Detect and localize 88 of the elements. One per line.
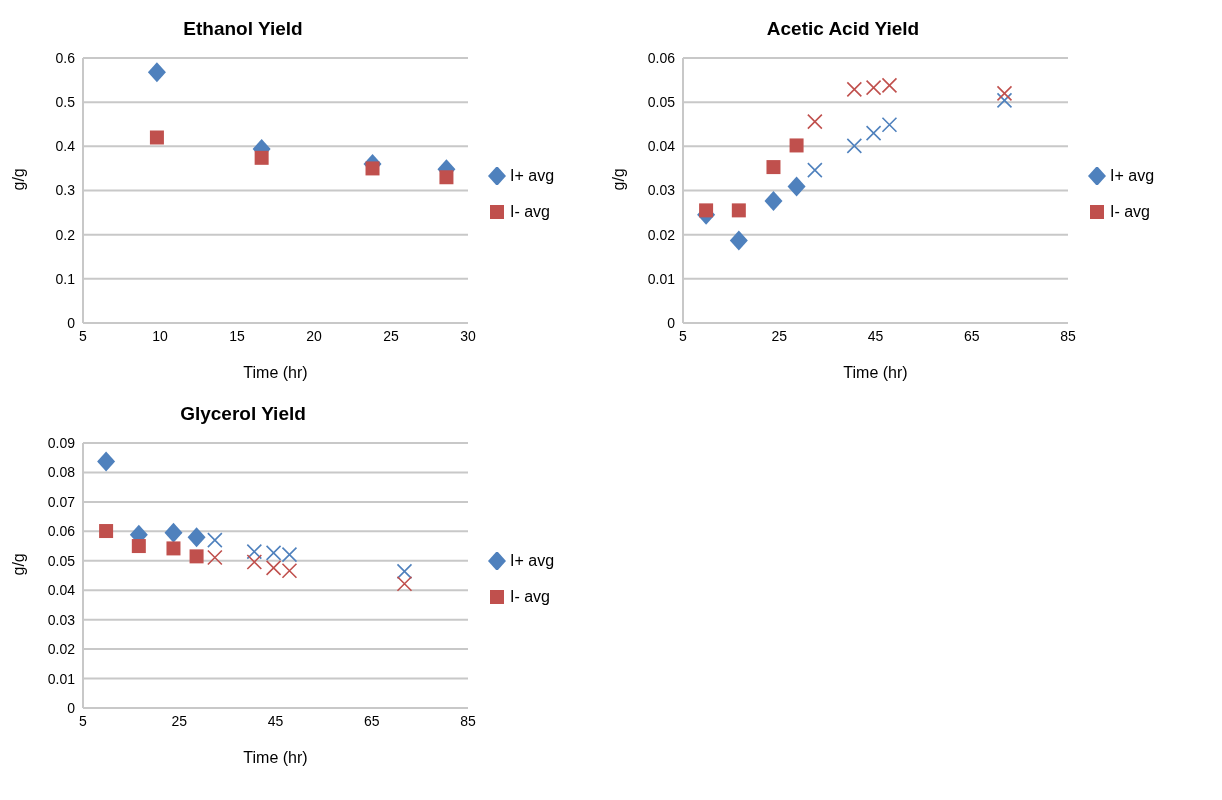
point [439, 170, 454, 185]
x-tick-label: 10 [152, 327, 168, 344]
y-tick-label: 0.02 [647, 226, 676, 243]
point [147, 62, 166, 83]
x-tick-label: 25 [771, 327, 788, 344]
legend-label: I- avg [510, 588, 551, 606]
point [807, 162, 823, 178]
y-tick-label: 0.5 [55, 94, 76, 111]
y-tick-label: 0.4 [55, 138, 76, 155]
x-tick-label: 5 [79, 327, 88, 344]
y-tick-label: 0.3 [55, 182, 76, 199]
x-tick-label: 20 [306, 327, 322, 344]
point [246, 543, 263, 560]
point [787, 176, 806, 197]
point [729, 230, 748, 251]
y-tick-label: 0.06 [647, 49, 676, 66]
y-tick-label: 0 [67, 699, 76, 716]
y-axis-title: g/g [609, 168, 627, 191]
point [846, 138, 863, 154]
y-tick-label: 0.08 [47, 464, 76, 481]
point [189, 549, 204, 564]
x-axis-title: Time (hr) [843, 364, 908, 381]
x-tick-label: 25 [171, 712, 188, 729]
point [699, 203, 714, 218]
x-tick-label: 30 [460, 327, 476, 344]
legend-label: I+ avg [1110, 167, 1155, 185]
y-tick-label: 0.04 [647, 138, 676, 155]
chart-title: Acetic Acid Yield [765, 18, 921, 40]
point [396, 575, 413, 592]
point [766, 160, 781, 175]
y-tick-label: 0.2 [55, 226, 76, 243]
x-axis-title: Time (hr) [243, 749, 308, 766]
x-tick-label: 45 [267, 712, 284, 729]
point [846, 81, 863, 98]
y-tick-label: 0.05 [647, 94, 676, 111]
x-tick-label: 15 [229, 327, 245, 344]
legend-label: I+ avg [510, 167, 555, 185]
point [207, 549, 223, 566]
y-tick-label: 0.1 [55, 270, 76, 287]
point [996, 92, 1013, 109]
legend-label: I+ avg [510, 552, 555, 570]
y-tick-label: 0.09 [47, 434, 76, 451]
y-axis-title: g/g [9, 168, 27, 191]
point [764, 191, 783, 212]
point [865, 125, 882, 141]
chart-title: Ethanol Yield [182, 18, 304, 40]
y-tick-label: 0.02 [47, 641, 76, 658]
x-axis-title: Time (hr) [243, 364, 308, 381]
chart-title: Glycerol Yield [179, 403, 307, 425]
point [187, 527, 206, 548]
point [207, 532, 223, 548]
point [99, 524, 114, 539]
legend-label: I- avg [510, 203, 551, 221]
legend-label: I- avg [1110, 203, 1151, 221]
y-tick-label: 0.07 [47, 493, 76, 510]
x-tick-label: 5 [679, 327, 688, 344]
point [166, 541, 181, 556]
y-tick-label: 0.06 [47, 523, 76, 540]
point [131, 539, 146, 554]
point [996, 85, 1013, 102]
y-tick-label: 0.04 [47, 582, 76, 599]
point [149, 130, 164, 145]
x-tick-label: 85 [460, 712, 476, 729]
point [396, 563, 413, 580]
point [164, 522, 183, 543]
point [97, 451, 116, 472]
point [731, 203, 746, 218]
point [881, 116, 898, 133]
y-tick-label: 0 [67, 314, 76, 331]
x-tick-label: 5 [79, 712, 88, 729]
y-tick-label: 0.6 [55, 49, 76, 66]
x-tick-label: 45 [867, 327, 884, 344]
y-tick-label: 0 [667, 314, 676, 331]
x-tick-label: 25 [383, 327, 399, 344]
y-axis-title: g/g [9, 553, 27, 576]
point [246, 554, 263, 570]
y-tick-label: 0.01 [647, 270, 676, 287]
y-tick-label: 0.03 [47, 611, 76, 628]
point [365, 161, 380, 176]
y-tick-label: 0.03 [647, 182, 676, 199]
point [807, 113, 823, 130]
x-tick-label: 85 [1060, 327, 1076, 344]
y-tick-label: 0.05 [47, 552, 76, 569]
point [254, 150, 269, 165]
point [789, 138, 804, 153]
x-tick-label: 65 [363, 712, 380, 729]
x-tick-label: 65 [963, 327, 980, 344]
y-tick-label: 0.01 [47, 670, 76, 687]
